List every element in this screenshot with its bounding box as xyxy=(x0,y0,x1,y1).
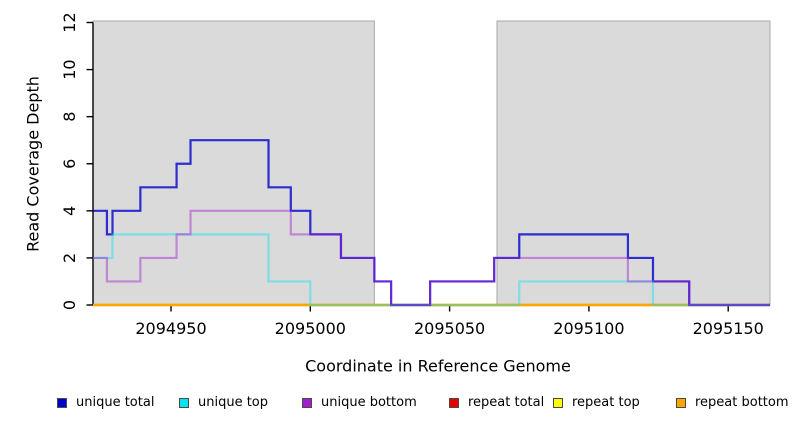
series-line-unique-bottom xyxy=(93,209,770,307)
y-tick-label: 10 xyxy=(60,59,79,79)
legend-item-unique-total: unique total xyxy=(57,395,154,410)
y-tick-label: 8 xyxy=(60,112,79,122)
shaded-region xyxy=(92,20,375,306)
x-tick-label: 2095100 xyxy=(553,319,624,338)
legend-item-repeat-total: repeat total xyxy=(449,395,544,410)
repeat-top-swatch-icon xyxy=(553,397,563,408)
repeat-total-swatch-icon xyxy=(449,397,459,408)
y-axis-title: Read Coverage Depth xyxy=(23,76,43,252)
legend-label: repeat bottom xyxy=(695,395,789,410)
unique-bottom-swatch-icon xyxy=(302,397,312,408)
unique-top-swatch-icon xyxy=(179,397,189,408)
legend-item-unique-top: unique top xyxy=(179,395,268,410)
legend-item-repeat-bottom: repeat bottom xyxy=(676,395,789,410)
series-line-unique-total xyxy=(93,139,770,307)
x-axis-title: Coordinate in Reference Genome xyxy=(305,356,571,376)
shaded-region xyxy=(496,20,771,306)
legend-label: unique total xyxy=(76,395,155,410)
legend-label: unique top xyxy=(198,395,269,410)
x-tick-label: 2095050 xyxy=(414,319,485,338)
x-tick-label: 2095150 xyxy=(693,319,764,338)
unique-total-swatch-icon xyxy=(57,397,67,408)
y-tick-label: 12 xyxy=(60,12,79,32)
series-line-unique-top xyxy=(93,233,770,307)
legend-item-unique-bottom: unique bottom xyxy=(302,395,417,410)
x-tick-label: 2094950 xyxy=(135,319,206,338)
y-tick-label: 2 xyxy=(60,253,79,263)
legend-label: repeat top xyxy=(572,395,640,410)
y-tick-label: 0 xyxy=(60,300,79,310)
repeat-bottom-swatch-icon xyxy=(676,397,686,408)
legend-label: unique bottom xyxy=(321,395,417,410)
legend-label: repeat total xyxy=(468,395,545,410)
x-tick-label: 2095000 xyxy=(275,319,346,338)
y-tick-label: 6 xyxy=(60,159,79,169)
y-tick-label: 4 xyxy=(60,206,79,216)
legend-item-repeat-top: repeat top xyxy=(553,395,640,410)
